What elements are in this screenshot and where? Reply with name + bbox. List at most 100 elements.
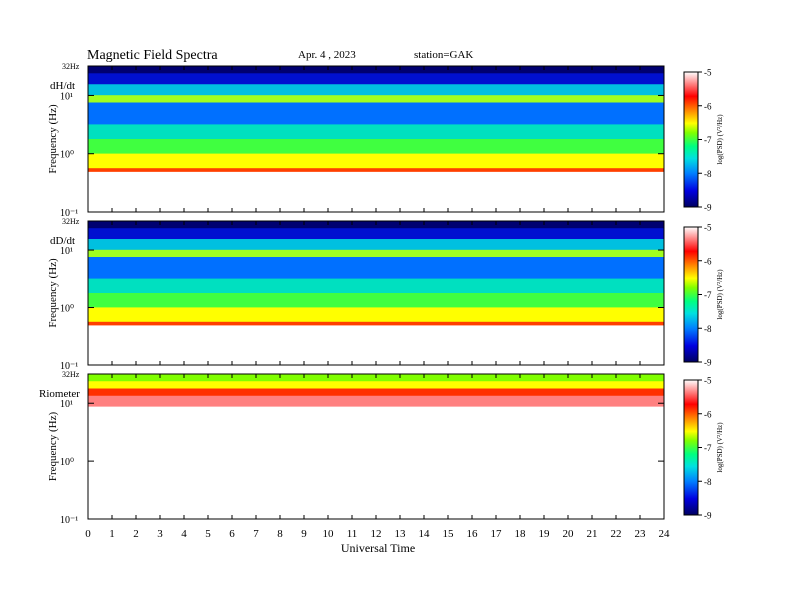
heatmap-band (88, 450, 664, 455)
x-tick-label: 15 (443, 528, 455, 540)
heatmap-band (88, 314, 664, 319)
y-tick-label: 10⁰ (60, 457, 74, 468)
heatmap-band (88, 157, 664, 162)
y-tick-label: 10¹ (60, 91, 73, 102)
heatmap-band (88, 464, 664, 469)
heatmap-band (88, 289, 664, 294)
heatmap-band (88, 300, 664, 305)
panel-label: Riometer (39, 388, 80, 400)
heatmap-band (88, 479, 664, 484)
x-tick-label: 16 (467, 528, 479, 540)
heatmap-band (88, 471, 664, 477)
heatmap-band (88, 235, 664, 240)
heatmap-band (88, 350, 664, 355)
heatmap-band (88, 91, 664, 96)
y-axis-label: Frequency (Hz) (47, 258, 59, 328)
y-tick-label: 10⁻¹ (60, 208, 78, 219)
heatmap-band (88, 113, 664, 118)
heatmap-band (88, 224, 664, 229)
x-tick-label: 20 (563, 528, 575, 540)
x-tick-label: 21 (587, 528, 598, 540)
colorbar-tick-label: -8 (704, 324, 712, 334)
heatmap-band (88, 336, 664, 341)
heatmap-band (88, 117, 664, 122)
heatmap-band (88, 406, 664, 411)
figure-title: Magnetic Field Spectra (87, 48, 218, 63)
heatmap-band (88, 193, 664, 198)
heatmap-band (88, 468, 664, 473)
heatmap-band (88, 264, 664, 269)
heatmap-band (88, 239, 664, 244)
colorbar-tick-label: -9 (704, 358, 712, 368)
heatmap-band (88, 293, 664, 298)
x-tick-label: 23 (635, 528, 647, 540)
heatmap-band (88, 197, 664, 202)
heatmap-band (88, 278, 664, 283)
heatmap-band (88, 76, 664, 82)
heatmap-band (88, 377, 664, 382)
colorbar-tick-label: -8 (704, 477, 712, 487)
heatmap-band (88, 321, 664, 326)
y-axis-label: Frequency (Hz) (47, 104, 59, 174)
colorbar-label: log(PSD) (V²/Hz) (716, 269, 724, 320)
heatmap-band (88, 504, 664, 509)
heatmap-band (88, 149, 664, 155)
heatmap-band (88, 399, 664, 404)
heatmap-band (88, 508, 664, 513)
heatmap-band (88, 146, 664, 151)
colorbar (683, 379, 699, 516)
heatmap-band (88, 73, 664, 78)
heatmap-band (88, 347, 664, 352)
heatmap-band (88, 175, 664, 180)
heatmap-band (88, 95, 664, 100)
heatmap-band (88, 428, 664, 433)
heatmap-band (88, 307, 664, 312)
x-tick-label: 24 (659, 528, 671, 540)
x-tick-label: 2 (133, 528, 139, 540)
heatmap-band (88, 343, 664, 348)
heatmap-band (88, 139, 664, 144)
colorbar-tick-label: -5 (704, 68, 712, 78)
heatmap-band (88, 84, 664, 89)
x-tick-label: 5 (205, 528, 211, 540)
heatmap-band (88, 388, 664, 393)
heatmap-band (88, 282, 664, 287)
heatmap-band (88, 357, 664, 362)
colorbar-tick-label: -8 (704, 169, 712, 179)
colorbar-tick-label: -7 (704, 290, 712, 300)
y-top-label: 32Hz (62, 62, 80, 71)
heatmap-band (88, 475, 664, 480)
heatmap-band (88, 384, 664, 390)
colorbar-label: log(PSD) (V²/Hz) (716, 114, 724, 165)
colorbar-tick-label: -5 (704, 376, 712, 386)
panel-label: dH/dt (50, 80, 75, 92)
heatmap-band (88, 131, 664, 136)
heatmap-band (88, 242, 664, 247)
heatmap-band (88, 446, 664, 451)
x-tick-label: 11 (347, 528, 358, 540)
heatmap-band (88, 354, 664, 359)
colorbar-tick-label: -6 (704, 256, 712, 266)
heatmap-band (88, 303, 664, 308)
heatmap-band (88, 435, 664, 440)
heatmap-band (88, 421, 664, 426)
x-tick-label: 1 (109, 528, 115, 540)
x-tick-labels: 0 1 2 3 4 5 6 7 8 9 10 11 12 13 14 15 16 17 18 19 20 21 22 23 24 (85, 528, 670, 540)
heatmap-band (88, 500, 664, 506)
heatmap-band (88, 109, 664, 115)
heatmap-band (88, 432, 664, 437)
y-tick-label: 10¹ (60, 399, 73, 410)
heatmap-band (88, 98, 664, 104)
x-tick-label: 4 (181, 528, 187, 540)
heatmap-band (88, 329, 664, 334)
heatmap-band (88, 160, 664, 166)
heatmap-band (88, 318, 664, 323)
heatmap-band (88, 271, 664, 276)
heatmap-band (88, 332, 664, 337)
y-tick-label: 10⁰ (60, 304, 74, 315)
heatmap-band (88, 171, 664, 177)
heatmap-band (88, 457, 664, 462)
heatmap-band (88, 204, 664, 209)
